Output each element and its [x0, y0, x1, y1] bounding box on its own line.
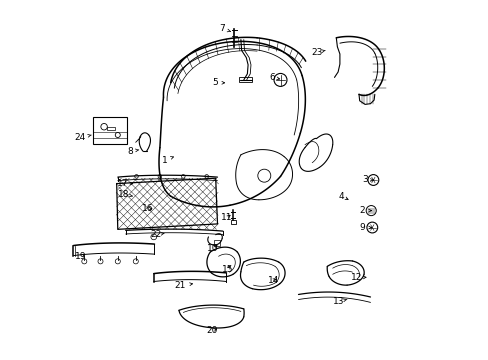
Text: 18: 18 [118, 190, 132, 199]
Text: 23: 23 [310, 48, 325, 57]
Text: 5: 5 [212, 78, 224, 87]
Text: 3: 3 [362, 175, 373, 184]
Text: 10: 10 [206, 244, 218, 253]
Text: 13: 13 [332, 297, 346, 306]
Text: 12: 12 [350, 274, 366, 282]
Text: 1: 1 [162, 156, 173, 165]
Text: 20: 20 [206, 326, 218, 335]
Text: 16: 16 [142, 204, 153, 213]
Text: 9: 9 [359, 223, 371, 232]
Text: 17: 17 [117, 179, 133, 188]
Bar [107, 127, 115, 130]
Text: 22: 22 [150, 230, 164, 239]
Text: 11: 11 [221, 213, 232, 222]
Text: 2: 2 [359, 206, 371, 215]
Text: 14: 14 [267, 276, 279, 284]
Text: 6: 6 [269, 73, 279, 82]
Text: 8: 8 [127, 147, 139, 156]
Text: 24: 24 [75, 133, 91, 142]
Text: 4: 4 [337, 192, 347, 201]
Bar [239, 77, 251, 82]
Text: 19: 19 [75, 252, 87, 261]
Text: 21: 21 [174, 281, 192, 290]
Bar [213, 240, 220, 246]
Text: 15: 15 [222, 265, 233, 274]
Text: 7: 7 [219, 24, 230, 33]
Bar [93, 117, 127, 144]
Bar [230, 220, 235, 224]
